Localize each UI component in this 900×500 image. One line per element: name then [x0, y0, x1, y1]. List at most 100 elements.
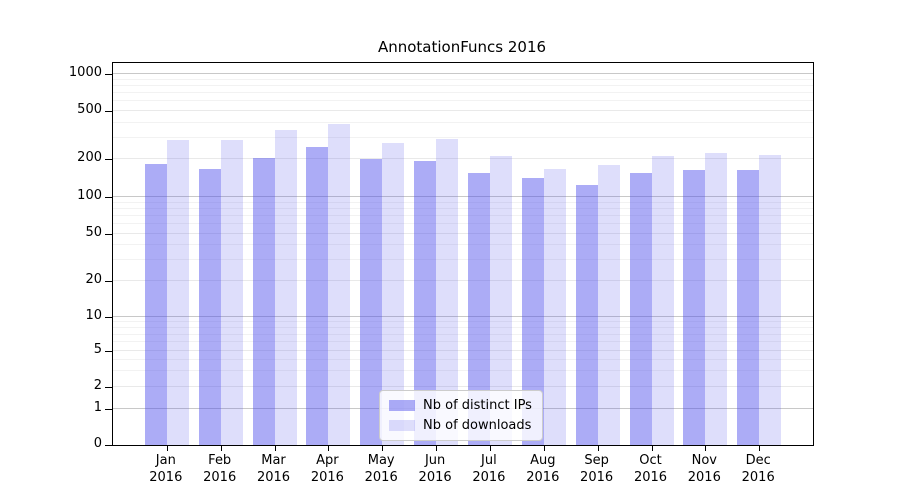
x-tick-mark-jun: [436, 446, 438, 451]
minor-gridline-900: [113, 78, 813, 80]
bar-distinct-ips-dec: [737, 169, 760, 445]
plot-area: Nb of distinct IPs Nb of downloads: [105, 62, 814, 451]
x-tick-label-nov: Nov 2016: [687, 453, 721, 485]
y-tick-label-500: 500: [77, 102, 102, 117]
legend-swatch-distinct-ips: [389, 400, 415, 411]
y-tick-mark-1000: [105, 74, 112, 75]
bar-distinct-ips-jun: [414, 161, 437, 445]
x-tick-mark-nov: [705, 446, 707, 451]
bar-distinct-ips-aug: [521, 177, 544, 445]
x-tick-label-sep: Sep 2016: [580, 453, 614, 485]
minor-gridline-70: [113, 215, 813, 216]
gridline-20: [113, 280, 813, 281]
minor-gridline-30: [113, 259, 813, 261]
legend-label-distinct-ips: Nb of distinct IPs: [423, 398, 532, 413]
bar-distinct-ips-nov: [683, 169, 706, 445]
bar-distinct-ips-jan: [144, 164, 167, 445]
y-tick-label-1: 1: [93, 400, 102, 415]
gridline-50: [113, 233, 813, 234]
y-tick-label-100: 100: [77, 188, 102, 203]
legend-row-distinct-ips: Nb of distinct IPs: [389, 398, 532, 413]
minor-gridline-3: [113, 370, 813, 372]
y-tick-mark-50: [105, 234, 112, 235]
minor-gridline-600: [113, 100, 813, 102]
y-tick-mark-0: [105, 445, 112, 446]
bar-distinct-ips-feb: [198, 168, 221, 445]
y-tick-label-5: 5: [93, 342, 102, 357]
legend: Nb of distinct IPs Nb of downloads: [379, 390, 543, 441]
bar-distinct-ips-sep: [575, 184, 598, 445]
bar-downloads-apr: [328, 124, 351, 445]
x-tick-label-aug: Aug 2016: [526, 453, 560, 485]
gridline-10: [113, 316, 813, 317]
legend-swatch-downloads: [389, 420, 415, 431]
x-tick-mark-dec: [759, 446, 761, 451]
chart-title: AnnotationFuncs 2016: [377, 38, 547, 56]
y-tick-label-20: 20: [85, 272, 102, 287]
y-tick-label-10: 10: [85, 308, 102, 323]
minor-gridline-300: [113, 136, 813, 138]
x-tick-mark-jul: [489, 446, 491, 451]
minor-gridline-8: [113, 326, 813, 328]
y-tick-label-2: 2: [93, 378, 102, 393]
bar-downloads-sep: [597, 164, 620, 445]
x-tick-label-apr: Apr 2016: [310, 453, 344, 485]
y-tick-mark-200: [105, 159, 112, 160]
minor-gridline-7: [113, 333, 813, 335]
x-tick-label-mar: Mar 2016: [256, 453, 291, 485]
x-tick-mark-apr: [328, 446, 330, 451]
bar-downloads-dec: [759, 154, 782, 445]
x-tick-mark-sep: [597, 446, 599, 451]
gridline-500: [113, 110, 813, 111]
x-tick-mark-oct: [651, 446, 653, 451]
x-tick-label-dec: Dec 2016: [741, 453, 775, 485]
y-tick-label-1000: 1000: [68, 65, 102, 80]
bar-downloads-aug: [543, 169, 566, 445]
bar-downloads-mar: [274, 130, 297, 445]
y-tick-mark-20: [105, 281, 112, 282]
y-tick-mark-5: [105, 351, 112, 352]
minor-gridline-90: [113, 201, 813, 203]
bar-downloads-nov: [705, 153, 728, 445]
bar-distinct-ips-may: [360, 159, 383, 445]
y-tick-label-50: 50: [85, 225, 102, 240]
minor-gridline-80: [113, 207, 813, 209]
y-tick-mark-100: [105, 197, 112, 198]
minor-gridline-60: [113, 223, 813, 225]
bar-downloads-oct: [651, 155, 674, 445]
minor-gridline-4: [113, 358, 813, 360]
bar-distinct-ips-mar: [252, 157, 275, 445]
bar-downloads-jul: [489, 155, 512, 445]
y-tick-mark-500: [105, 111, 112, 112]
minor-gridline-9: [113, 321, 813, 323]
x-tick-label-jun: Jun 2016: [418, 453, 452, 485]
gridline-200: [113, 158, 813, 159]
bar-distinct-ips-jul: [467, 173, 490, 445]
x-tick-label-jan: Jan 2016: [149, 453, 183, 485]
x-tick-mark-mar: [274, 446, 276, 451]
legend-row-downloads: Nb of downloads: [389, 418, 532, 433]
minor-gridline-6: [113, 341, 813, 343]
minor-gridline-40: [113, 244, 813, 246]
bar-distinct-ips-oct: [629, 173, 652, 445]
minor-gridline-700: [113, 92, 813, 93]
x-tick-label-may: May 2016: [364, 453, 398, 485]
x-tick-label-jul: Jul 2016: [472, 453, 506, 485]
minor-gridline-400: [113, 121, 813, 123]
bar-downloads-feb: [220, 140, 243, 445]
minor-gridline-800: [113, 84, 813, 86]
gridline-100: [113, 196, 813, 197]
x-tick-mark-jan: [166, 446, 168, 451]
x-tick-mark-may: [382, 446, 384, 451]
gridline-1000: [113, 73, 813, 74]
gridline-2: [113, 386, 813, 387]
x-tick-label-oct: Oct 2016: [633, 453, 668, 485]
bar-downloads-jun: [436, 138, 459, 445]
bar-downloads-may: [382, 142, 405, 445]
x-tick-label-feb: Feb 2016: [203, 453, 237, 485]
y-tick-label-0: 0: [93, 436, 102, 451]
y-tick-mark-1: [105, 409, 112, 410]
bar-distinct-ips-apr: [306, 147, 329, 445]
legend-label-downloads: Nb of downloads: [423, 418, 532, 433]
